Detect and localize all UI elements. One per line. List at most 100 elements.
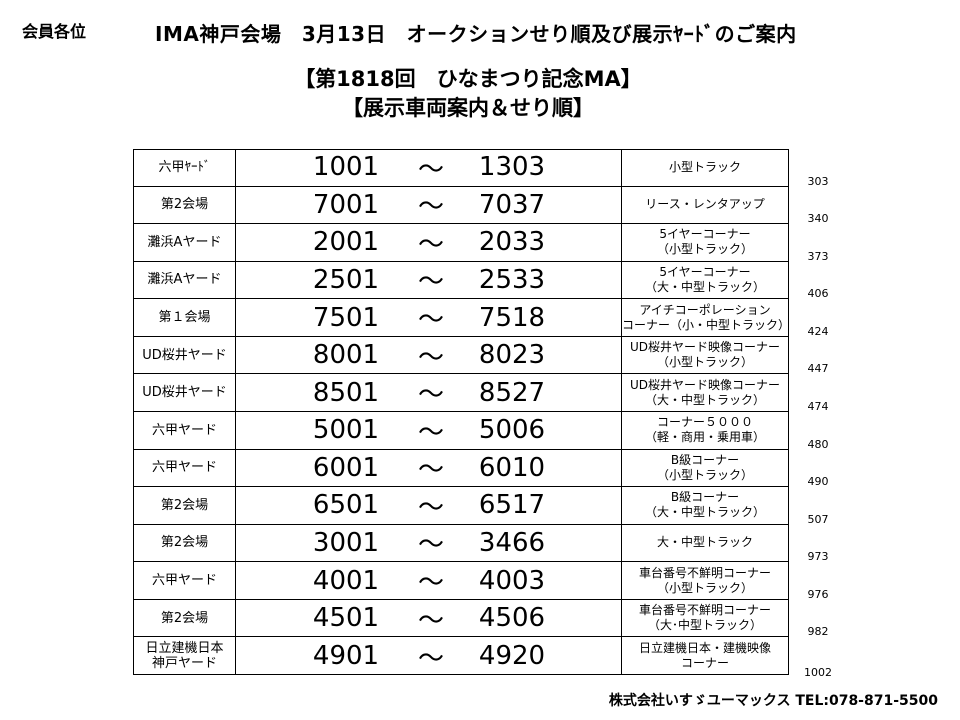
end-number: 2533	[478, 264, 546, 295]
location-cell: 六甲ヤード	[134, 449, 236, 487]
location-cell: 六甲ヤード	[134, 412, 236, 449]
location-cell: 第2会場	[134, 599, 236, 637]
category-text: リース・レンタアップ	[645, 197, 765, 212]
separator: ～	[417, 154, 444, 185]
end-number: 4003	[478, 565, 546, 596]
location-cell: 第１会場	[134, 299, 236, 336]
start-number: 4001	[312, 565, 380, 596]
table-row: 第2会場 4501 ～ 4506 車台番号不鮮明コーナー （大･中型トラック）	[134, 599, 788, 638]
category-text: （小型トラック）	[656, 580, 753, 595]
location-cell: 第2会場	[134, 186, 236, 224]
table-row: 六甲ヤード 4001 ～ 4003 車台番号不鮮明コーナー （小型トラック）	[134, 562, 788, 600]
category-text: （大･中型トラック）	[647, 618, 762, 633]
end-number: 8023	[478, 340, 546, 371]
cumulative-count: 424	[807, 324, 829, 338]
location-text: 六甲ヤード	[151, 573, 217, 589]
cumulative-count: 340	[807, 212, 829, 226]
cumulative-count: 507	[807, 512, 829, 526]
category-text: コーナー	[680, 656, 729, 671]
category-text: B級コーナー	[670, 452, 740, 467]
location-text: 第2会場	[160, 535, 209, 551]
subtitle: 【第1818回 ひなまつり記念MA】	[294, 67, 642, 91]
end-number: 3466	[478, 527, 546, 558]
category-text: （小型トラック）	[656, 242, 753, 257]
separator: ～	[417, 530, 444, 561]
location-cell: 第2会場	[134, 524, 236, 562]
table-row: 日立建機日本 神戸ヤード 4901 ～ 4920 日立建機日本・建機映像 コーナー	[134, 637, 788, 675]
location-text: 日立建機日本	[145, 641, 224, 657]
category-text: 日立建機日本・建機映像	[638, 641, 771, 656]
separator: ～	[417, 417, 444, 448]
category-text: アイチコーポレーション	[639, 302, 771, 317]
location-text: 六甲ﾔｰﾄﾞ	[158, 159, 211, 175]
location-cell: 第2会場	[134, 487, 236, 524]
category-text: （大・中型トラック）	[644, 505, 765, 520]
cumulative-count: 303	[807, 174, 829, 188]
location-text: 第2会場	[160, 610, 209, 626]
separator: ～	[417, 568, 444, 599]
category-cell: B級コーナー （大・中型トラック）	[621, 487, 788, 524]
start-number: 6001	[312, 452, 380, 483]
category-cell: UD桜井ヤード映像コーナー （大・中型トラック）	[621, 374, 788, 411]
category-cell: 5イヤーコーナー （大・中型トラック）	[621, 261, 788, 299]
cumulative-count: 982	[807, 625, 829, 639]
separator: ～	[417, 380, 444, 411]
location-cell: 灘浜Aヤード	[134, 261, 236, 299]
subtitle: 【展示車両案内＆せり順】	[342, 96, 594, 120]
category-cell: コーナー５０００ （軽・商用・乗用車）	[621, 412, 788, 449]
table-row: 六甲ﾔｰﾄﾞ 1001 ～ 1303 小型トラック	[134, 149, 788, 187]
category-text: 5イヤーコーナー	[659, 264, 751, 279]
location-cell: UD桜井ヤード	[134, 336, 236, 374]
table-row: UD桜井ヤード 8001 ～ 8023 UD桜井ヤード映像コーナー （小型トラック）	[134, 336, 788, 375]
category-text: 車台番号不鮮明コーナー	[638, 603, 771, 618]
location-text: 六甲ヤード	[151, 460, 217, 476]
location-cell: 灘浜Aヤード	[134, 224, 236, 261]
category-cell: UD桜井ヤード映像コーナー （小型トラック）	[621, 336, 788, 374]
separator: ～	[417, 305, 444, 336]
category-text: UD桜井ヤード映像コーナー	[629, 377, 781, 392]
cumulative-count: 973	[807, 550, 829, 564]
category-text: UD桜井ヤード映像コーナー	[629, 340, 781, 355]
category-cell: リース・レンタアップ	[621, 186, 788, 224]
end-number: 4506	[478, 603, 546, 634]
start-number: 8001	[312, 340, 380, 371]
location-text: 神戸ヤード	[151, 656, 217, 672]
cumulative-count: 474	[807, 400, 829, 413]
cumulative-count: 1002	[804, 666, 832, 679]
end-number: 6517	[478, 490, 546, 521]
separator: ～	[417, 492, 444, 523]
location-text: 六甲ヤード	[151, 422, 217, 438]
location-text: 第2会場	[160, 497, 209, 513]
start-number: 7501	[312, 302, 380, 333]
location-text: 灘浜Aヤード	[147, 272, 222, 288]
cumulative-count: 406	[807, 287, 829, 301]
separator: ～	[417, 342, 444, 373]
table-row: 六甲ヤード 6001 ～ 6010 B級コーナー （小型トラック）	[134, 449, 788, 488]
end-number: 7037	[478, 189, 546, 220]
phone: TEL:078-871-5500	[795, 693, 938, 709]
cumulative-count: 373	[807, 249, 829, 263]
category-cell: 5イヤーコーナー （小型トラック）	[621, 224, 788, 261]
cumulative-count: 490	[807, 475, 829, 489]
category-text: 大・中型トラック	[656, 535, 753, 550]
end-number: 6010	[478, 452, 546, 483]
end-number: 5006	[478, 415, 546, 446]
title: IMA神戸会場 3月13日 オークションせり順及び展示ﾔｰﾄﾞのご案内	[155, 22, 797, 46]
schedule-table: 六甲ﾔｰﾄﾞ 1001 ～ 1303 小型トラック 第2会場 7001 ～ 7037 リース・レン…	[133, 149, 790, 675]
location-cell: 六甲ﾔｰﾄﾞ	[134, 149, 236, 186]
cumulative-count: 480	[807, 437, 829, 451]
category-text: （大・中型トラック）	[644, 279, 765, 294]
category-cell: 大・中型トラック	[621, 524, 788, 562]
category-cell: 日立建機日本・建機映像 コーナー	[621, 637, 788, 675]
category-cell: 車台番号不鮮明コーナー （小型トラック）	[621, 562, 788, 599]
category-text: 小型トラック	[668, 159, 741, 174]
category-text: コーナー５０００	[656, 415, 753, 430]
category-text: （小型トラック）	[656, 467, 753, 482]
separator: ～	[417, 643, 444, 674]
table-row: 第2会場 7001 ～ 7037 リース・レンタアップ	[134, 186, 788, 225]
table-row: 灘浜Aヤード 2001 ～ 2033 5イヤーコーナー （小型トラック）	[134, 224, 788, 262]
category-text: 車台番号不鮮明コーナー	[638, 565, 771, 580]
location-text: 灘浜Aヤード	[147, 234, 222, 250]
category-cell: 小型トラック	[621, 149, 788, 186]
